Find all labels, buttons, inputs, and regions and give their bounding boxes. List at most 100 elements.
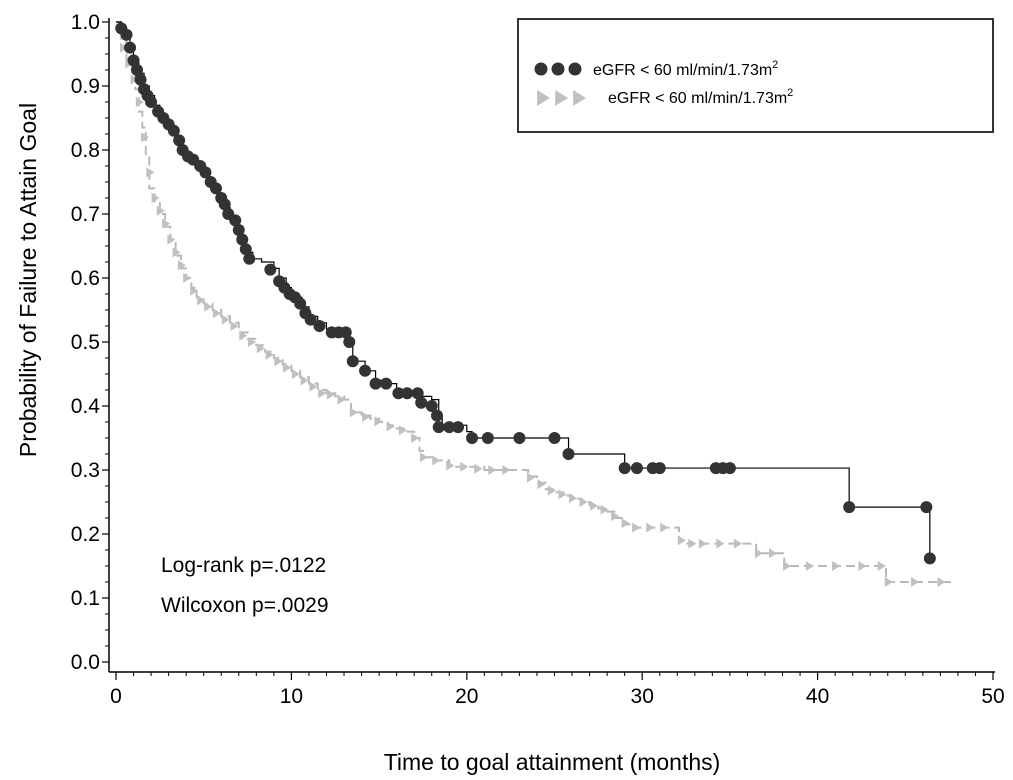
series-2-point (386, 421, 395, 432)
x-tick-label: 10 (280, 685, 303, 708)
series-2-point (248, 337, 257, 347)
series-1-point (127, 54, 140, 67)
series-2-point (646, 522, 655, 533)
series-2-point (660, 522, 669, 533)
series-1-point (243, 252, 256, 265)
series-2-point (502, 465, 511, 475)
series-layer (115, 21, 951, 587)
y-tick-label: 0.2 (71, 523, 100, 546)
x-axis-title: Time to goal attainment (months) (384, 749, 721, 775)
x-tick-label: 0 (110, 685, 122, 708)
series-1-point (199, 166, 212, 179)
series-2-point (183, 273, 192, 283)
series-2-point (768, 548, 777, 559)
series-2-point (432, 455, 441, 466)
series-2-point (190, 285, 199, 296)
legend-triangle-marker (537, 90, 550, 106)
series-2-point (130, 74, 139, 85)
series-2-point (135, 97, 144, 107)
series-2-point (146, 167, 155, 178)
series-1-point (236, 233, 249, 246)
series-2-point (884, 577, 893, 587)
x-tick-label: 20 (455, 685, 478, 708)
series-1-point (843, 501, 856, 514)
series-1-point (167, 124, 180, 137)
y-tick-label: 1.0 (71, 11, 100, 34)
series-1-point (173, 134, 186, 147)
series-1-point (145, 96, 158, 108)
series-2-point (274, 356, 283, 367)
series-2-point (621, 518, 630, 529)
series-2-point (221, 314, 230, 325)
series-1-point (346, 355, 359, 368)
series-1-point (653, 462, 666, 475)
y-tick-label: 0.3 (71, 459, 100, 482)
series-1-point (218, 198, 231, 211)
x-tick-label: 50 (981, 685, 1004, 708)
y-axis-title: Probability of Failure to Attain Goal (15, 103, 41, 457)
series-1-point (923, 552, 936, 565)
series-2-point (698, 538, 707, 549)
series-1-point (723, 462, 736, 475)
series-2-point (754, 548, 763, 559)
series-2-point (204, 301, 213, 312)
series-2-point (177, 260, 186, 271)
series-1-point (618, 462, 631, 475)
series-1-point (562, 448, 575, 460)
series-1-point (359, 364, 372, 377)
legend-circle-marker (551, 62, 565, 76)
legend-box (517, 18, 994, 133)
series-2-point (569, 493, 578, 504)
series-2-point (590, 500, 599, 511)
series-2-point (239, 330, 248, 341)
series-2-point (858, 561, 867, 571)
series-1-point (124, 41, 137, 54)
series-1-point (415, 396, 428, 409)
series-1-point (425, 400, 438, 412)
series-2-point (326, 389, 335, 400)
series-1-point (232, 224, 245, 236)
legend-label-series-2: eGFR < 60 ml/min/1.73m2 (608, 87, 793, 107)
series-2-point (632, 522, 641, 533)
series-1-point (481, 432, 494, 444)
series-2-point (318, 388, 327, 399)
series-1-point (411, 387, 424, 400)
series-1-point (209, 182, 222, 195)
series-2-point (283, 362, 292, 373)
x-axis-ticks: 0 10 20 30 40 50 (110, 672, 1005, 708)
series-1-point (294, 297, 307, 310)
series-1-point (548, 432, 561, 444)
series-1-point (432, 421, 445, 434)
y-tick-label: 0.1 (71, 587, 100, 610)
series-1-point (430, 409, 443, 422)
y-tick-label: 0.0 (71, 651, 100, 674)
x-tick-label: 30 (631, 685, 654, 708)
legend-superscript-series-1: 2 (772, 59, 778, 71)
series-1-point (313, 320, 326, 332)
series-2-point (877, 561, 886, 571)
series-2-point (337, 394, 346, 405)
series-2-point (374, 416, 383, 427)
annotation-wilcoxon: Wilcoxon p=.0029 (161, 594, 329, 617)
legend-marker-series-1 (534, 62, 582, 76)
series-1-point (120, 28, 133, 41)
series-2-point (419, 452, 428, 463)
series-1-point (401, 387, 414, 400)
series-1-point (369, 377, 382, 390)
y-tick-label: 0.5 (71, 331, 100, 354)
series-1-point (343, 336, 356, 348)
series-2-point (230, 321, 239, 331)
series-2-point (488, 465, 497, 475)
y-axis-ticks: 0.0 0.1 0.2 0.3 0.4 0.5 0.6 0.7 0.8 0.9 1.0 (71, 11, 109, 674)
series-2-point (937, 577, 946, 587)
series-2-point (446, 460, 455, 471)
series-1-point (466, 432, 479, 444)
series-2-point (162, 218, 171, 229)
series-2-point (141, 132, 150, 143)
series-2-point (733, 538, 742, 549)
series-2-point (600, 504, 609, 515)
series-1-point (304, 313, 317, 326)
series-1-point (513, 432, 526, 444)
legend-marker-series-2 (537, 90, 586, 106)
series-2-curve (116, 21, 951, 583)
